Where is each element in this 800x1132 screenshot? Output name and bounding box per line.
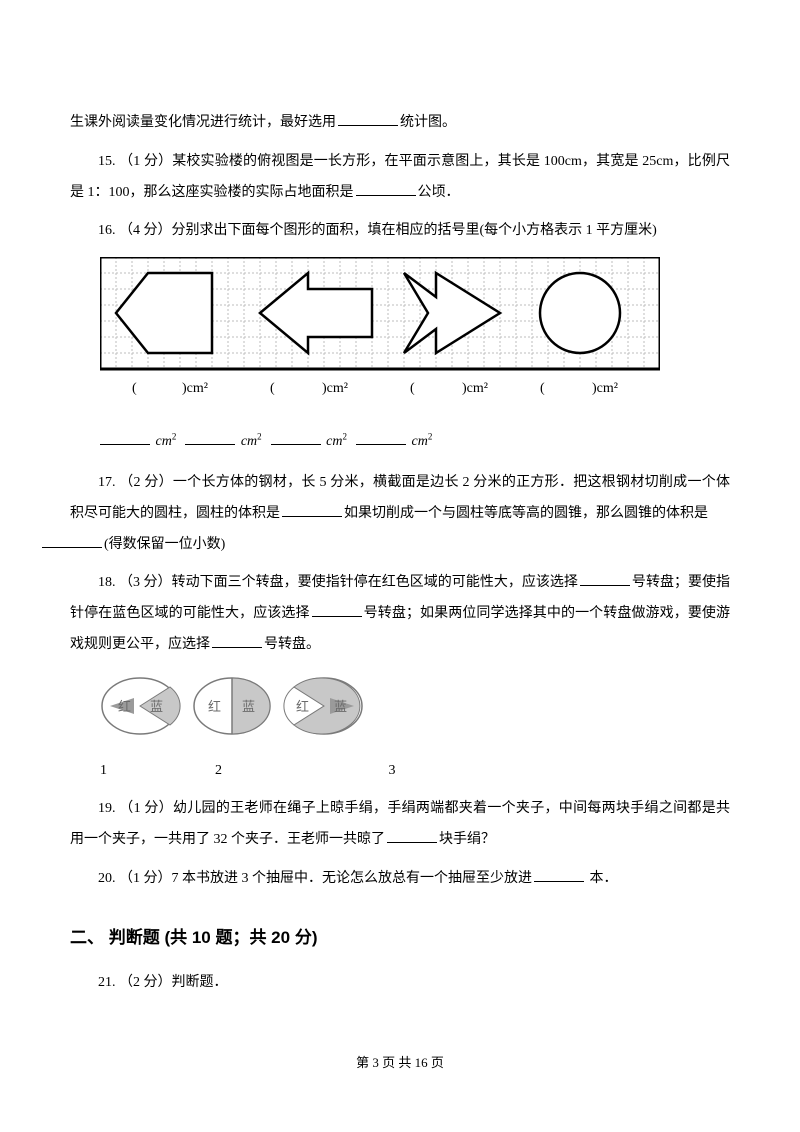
svg-text:)cm²: )cm² — [182, 381, 208, 396]
svg-text:(: ( — [410, 381, 415, 396]
blank — [312, 602, 362, 617]
unit: cm — [326, 434, 342, 449]
label: 蓝 — [242, 699, 255, 714]
section-2-header: 二、 判断题 (共 10 题；共 20 分) — [70, 919, 730, 956]
svg-text:)cm²: )cm² — [462, 381, 488, 396]
q16: 16. （4 分）分别求出下面每个图形的面积，填在相应的括号里(每个小方格表示 … — [70, 216, 730, 247]
num3: 3 — [307, 756, 477, 787]
blank — [282, 502, 342, 517]
spinner-figure: 红 蓝 红 蓝 红 蓝 — [100, 675, 730, 750]
q21-text: 21. （2 分）判断题． — [98, 975, 228, 990]
num1: 1 — [100, 756, 130, 787]
svg-text:)cm²: )cm² — [592, 381, 618, 396]
unit: cm — [241, 434, 257, 449]
blank — [185, 430, 235, 445]
blank — [356, 430, 406, 445]
blank — [338, 111, 398, 126]
spinner-numbers: 1 2 3 — [100, 756, 730, 787]
q15-tail: 公顷． — [418, 185, 460, 200]
q17: 17. （2 分）一个长方体的钢材，长 5 分米，横截面是边长 2 分米的正方形… — [70, 468, 730, 560]
blank — [100, 430, 150, 445]
unit: cm — [156, 434, 172, 449]
blank — [271, 430, 321, 445]
page-cur: 3 — [372, 1055, 379, 1070]
q20-text: 20. （1 分）7 本书放进 3 个抽屉中．无论怎么放总有一个抽屉至少放进 — [98, 871, 532, 886]
page-total: 16 — [415, 1055, 428, 1070]
blank — [42, 533, 102, 548]
svg-text:)cm²: )cm² — [322, 381, 348, 396]
label: 蓝 — [334, 699, 347, 714]
sup: 2 — [342, 432, 347, 442]
blank — [534, 867, 584, 882]
q20: 20. （1 分）7 本书放进 3 个抽屉中．无论怎么放总有一个抽屉至少放进 本… — [70, 864, 730, 895]
q20-tail: 本． — [586, 871, 618, 886]
blank — [212, 633, 262, 648]
q16-text: 16. （4 分）分别求出下面每个图形的面积，填在相应的括号里(每个小方格表示 … — [98, 223, 657, 238]
q14-text: 生课外阅读量变化情况进行统计，最好选用 — [70, 115, 336, 130]
q17-b: 如果切削成一个与圆柱等底等高的圆锥，那么圆锥的体积是 — [344, 506, 708, 521]
page-footer: 第 3 页 共 16 页 — [70, 1049, 730, 1078]
q18: 18. （3 分）转动下面三个转盘，要使指针停在红色区域的可能性大，应该选择号转… — [70, 568, 730, 660]
q21: 21. （2 分）判断题． — [70, 968, 730, 999]
q17-c: (得数保留一位小数) — [104, 537, 225, 552]
sup: 2 — [257, 432, 262, 442]
q15: 15. （1 分）某校实验楼的俯视图是一长方形，在平面示意图上，其长是 100c… — [70, 147, 730, 209]
q18-a: 18. （3 分）转动下面三个转盘，要使指针停在红色区域的可能性大，应该选择 — [98, 575, 578, 590]
label: 红 — [118, 699, 131, 714]
q14-text2: 统计图。 — [400, 115, 456, 130]
label: 蓝 — [150, 699, 163, 714]
num2: 2 — [134, 756, 304, 787]
unit: cm — [411, 434, 427, 449]
blank — [356, 181, 416, 196]
q19-tail: 块手绢？ — [439, 832, 495, 847]
blank — [387, 828, 437, 843]
q18-d: 号转盘。 — [264, 637, 320, 652]
svg-text:(: ( — [540, 381, 545, 396]
q14-fragment: 生课外阅读量变化情况进行统计，最好选用 统计图。 — [70, 108, 730, 139]
svg-text:(: ( — [132, 381, 137, 396]
blank — [580, 571, 630, 586]
q16-answers: cm2 cm2 cm2 cm2 — [70, 427, 730, 458]
page-content: 生课外阅读量变化情况进行统计，最好选用 统计图。 15. （1 分）某校实验楼的俯… — [0, 0, 800, 1118]
sup: 2 — [428, 432, 433, 442]
svg-text:(: ( — [270, 381, 275, 396]
sup: 2 — [172, 432, 177, 442]
q19: 19. （1 分）幼儿园的王老师在绳子上晾手绢，手绢两端都夹着一个夹子，中间每两… — [70, 794, 730, 856]
label: 红 — [296, 699, 309, 714]
label: 红 — [208, 699, 221, 714]
q16-figure: ( )cm² ( )cm² ( )cm² ( )cm² — [100, 257, 660, 417]
